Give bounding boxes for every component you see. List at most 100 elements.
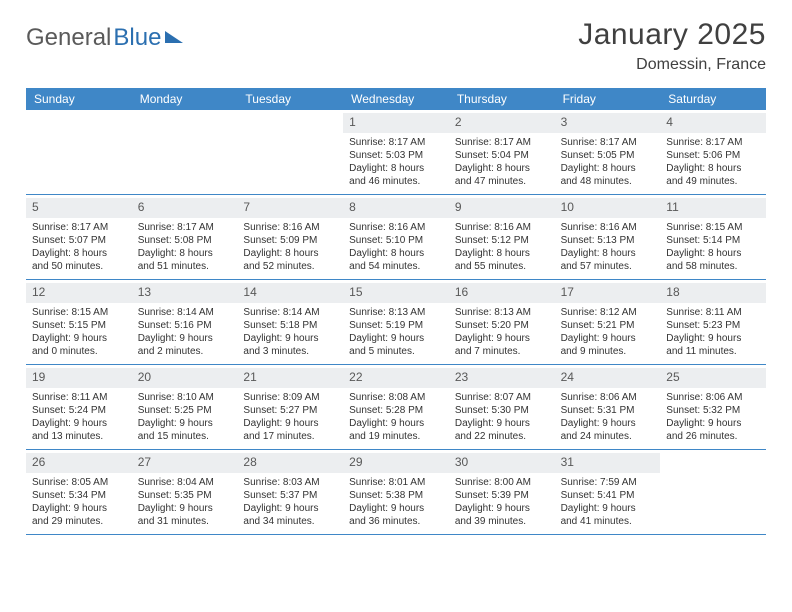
weekday-label: Monday: [132, 88, 238, 110]
day-cell: 4Sunrise: 8:17 AMSunset: 5:06 PMDaylight…: [660, 110, 766, 194]
sunrise-line: Sunrise: 8:09 AM: [243, 391, 337, 404]
daylight-line: Daylight: 8 hours and 58 minutes.: [666, 247, 760, 273]
sunset-line: Sunset: 5:10 PM: [349, 234, 443, 247]
sunset-line: Sunset: 5:05 PM: [561, 149, 655, 162]
sunrise-line: Sunrise: 8:04 AM: [138, 476, 232, 489]
weekday-label: Wednesday: [343, 88, 449, 110]
day-cell: 12Sunrise: 8:15 AMSunset: 5:15 PMDayligh…: [26, 280, 132, 364]
header: GeneralBlue January 2025 Domessin, Franc…: [26, 18, 766, 74]
sunset-line: Sunset: 5:25 PM: [138, 404, 232, 417]
sunrise-line: Sunrise: 8:16 AM: [561, 221, 655, 234]
sunrise-line: Sunrise: 8:06 AM: [666, 391, 760, 404]
day-number: 28: [237, 453, 343, 473]
sunset-line: Sunset: 5:27 PM: [243, 404, 337, 417]
day-number: 9: [449, 198, 555, 218]
sunrise-line: Sunrise: 8:01 AM: [349, 476, 443, 489]
month-title: January 2025: [578, 18, 766, 52]
daylight-line: Daylight: 9 hours and 7 minutes.: [455, 332, 549, 358]
day-number: 22: [343, 368, 449, 388]
daylight-line: Daylight: 9 hours and 9 minutes.: [561, 332, 655, 358]
weekday-label: Sunday: [26, 88, 132, 110]
sunrise-line: Sunrise: 8:15 AM: [32, 306, 126, 319]
day-number: 1: [343, 113, 449, 133]
daylight-line: Daylight: 9 hours and 19 minutes.: [349, 417, 443, 443]
day-number: 19: [26, 368, 132, 388]
day-number: 23: [449, 368, 555, 388]
day-number: 5: [26, 198, 132, 218]
day-cell: [132, 110, 238, 194]
day-number: 8: [343, 198, 449, 218]
day-cell: 20Sunrise: 8:10 AMSunset: 5:25 PMDayligh…: [132, 365, 238, 449]
sunset-line: Sunset: 5:09 PM: [243, 234, 337, 247]
brand-part2: Blue: [113, 24, 161, 52]
day-cell: [237, 110, 343, 194]
sunrise-line: Sunrise: 8:08 AM: [349, 391, 443, 404]
day-cell: [26, 110, 132, 194]
day-cell: 7 Sunrise: 8:16 AMSunset: 5:09 PMDaylight…: [237, 195, 343, 279]
day-number: 17: [555, 283, 661, 303]
sunrise-line: Sunrise: 8:07 AM: [455, 391, 549, 404]
sunrise-line: Sunrise: 8:16 AM: [243, 221, 337, 234]
daylight-line: Daylight: 9 hours and 36 minutes.: [349, 502, 443, 528]
calendar-grid: 1 Sunrise: 8:17 AM Sunset: 5:03 PM Daylight…: [26, 110, 766, 535]
day-cell: 13Sunrise: 8:14 AMSunset: 5:16 PMDayligh…: [132, 280, 238, 364]
day-cell: 8Sunrise: 8:16 AMSunset: 5:10 PMDaylight…: [343, 195, 449, 279]
week-row: 19Sunrise: 8:11 AMSunset: 5:24 PMDayligh…: [26, 365, 766, 450]
daylight-line: Daylight: 9 hours and 34 minutes.: [243, 502, 337, 528]
day-cell: 31Sunrise: 7:59 AMSunset: 5:41 PMDayligh…: [555, 450, 661, 534]
day-cell: 29Sunrise: 8:01 AMSunset: 5:38 PMDayligh…: [343, 450, 449, 534]
sunset-line: Sunset: 5:32 PM: [666, 404, 760, 417]
sunrise-line: Sunrise: 8:06 AM: [561, 391, 655, 404]
sunset-line: Sunset: 5:35 PM: [138, 489, 232, 502]
day-cell: 6Sunrise: 8:17 AMSunset: 5:08 PMDaylight…: [132, 195, 238, 279]
sunrise-line: Sunrise: 8:03 AM: [243, 476, 337, 489]
daylight-line: Daylight: 9 hours and 0 minutes.: [32, 332, 126, 358]
day-cell: 10Sunrise: 8:16 AMSunset: 5:13 PMDayligh…: [555, 195, 661, 279]
day-number: 14: [237, 283, 343, 303]
day-cell: 17Sunrise: 8:12 AMSunset: 5:21 PMDayligh…: [555, 280, 661, 364]
daylight-line: Daylight: 9 hours and 26 minutes.: [666, 417, 760, 443]
daylight-line: Daylight: 8 hours and 47 minutes.: [455, 162, 549, 188]
day-number: 15: [343, 283, 449, 303]
sunrise-line: Sunrise: 7:59 AM: [561, 476, 655, 489]
sunrise-line: Sunrise: 8:17 AM: [666, 136, 760, 149]
daylight-line: Daylight: 9 hours and 15 minutes.: [138, 417, 232, 443]
sunrise-line: Sunrise: 8:16 AM: [349, 221, 443, 234]
sunset-line: Sunset: 5:28 PM: [349, 404, 443, 417]
sunset-line: Sunset: 5:06 PM: [666, 149, 760, 162]
day-number: 3: [555, 113, 661, 133]
day-cell: 9Sunrise: 8:16 AMSunset: 5:12 PMDaylight…: [449, 195, 555, 279]
sunset-line: Sunset: 5:13 PM: [561, 234, 655, 247]
daylight-line: Daylight: 9 hours and 39 minutes.: [455, 502, 549, 528]
sunset-line: Sunset: 5:15 PM: [32, 319, 126, 332]
day-number: [237, 113, 343, 133]
day-cell: 18Sunrise: 8:11 AMSunset: 5:23 PMDayligh…: [660, 280, 766, 364]
day-cell: 21Sunrise: 8:09 AMSunset: 5:27 PMDayligh…: [237, 365, 343, 449]
weekday-header: Sunday Monday Tuesday Wednesday Thursday…: [26, 88, 766, 110]
daylight-line: Daylight: 8 hours and 51 minutes.: [138, 247, 232, 273]
sunset-line: Sunset: 5:31 PM: [561, 404, 655, 417]
daylight-line: Daylight: 8 hours and 55 minutes.: [455, 247, 549, 273]
daylight-line: Daylight: 8 hours and 50 minutes.: [32, 247, 126, 273]
sunrise-line: Sunrise: 8:17 AM: [32, 221, 126, 234]
day-number: 27: [132, 453, 238, 473]
daylight-line: Daylight: 8 hours and 52 minutes.: [243, 247, 337, 273]
sunset-line: Sunset: 5:21 PM: [561, 319, 655, 332]
sunset-line: Sunset: 5:03 PM: [349, 149, 443, 162]
day-number: 21: [237, 368, 343, 388]
week-row: 5Sunrise: 8:17 AMSunset: 5:07 PMDaylight…: [26, 195, 766, 280]
daylight-line: Daylight: 9 hours and 13 minutes.: [32, 417, 126, 443]
brand-part1: General: [26, 24, 111, 52]
sunset-line: Sunset: 5:12 PM: [455, 234, 549, 247]
day-cell: 27Sunrise: 8:04 AMSunset: 5:35 PMDayligh…: [132, 450, 238, 534]
day-number: 18: [660, 283, 766, 303]
day-cell: 14Sunrise: 8:14 AMSunset: 5:18 PMDayligh…: [237, 280, 343, 364]
day-number: 11: [660, 198, 766, 218]
day-number: 7: [237, 198, 343, 218]
sunrise-line: Sunrise: 8:14 AM: [243, 306, 337, 319]
sunset-line: Sunset: 5:14 PM: [666, 234, 760, 247]
day-number: 4: [660, 113, 766, 133]
sunrise-line: Sunrise: 8:17 AM: [138, 221, 232, 234]
day-cell: 25Sunrise: 8:06 AMSunset: 5:32 PMDayligh…: [660, 365, 766, 449]
day-number: [132, 113, 238, 133]
